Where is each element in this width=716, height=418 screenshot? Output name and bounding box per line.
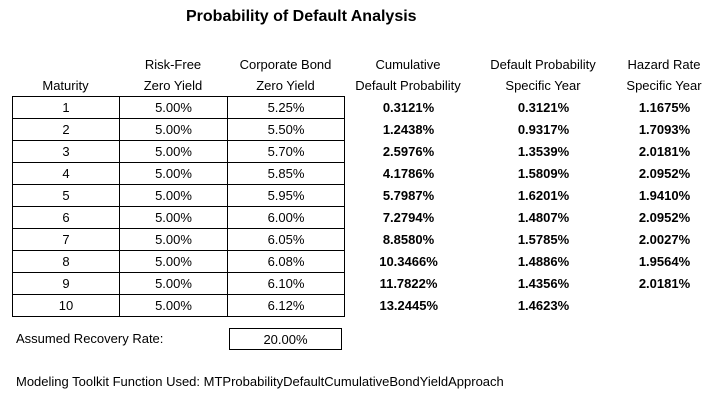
cell-corporate[interactable]: 5.70% xyxy=(227,140,345,163)
cell-corporate[interactable]: 6.12% xyxy=(227,294,345,317)
header-default-specific-line1: Default Probability xyxy=(490,57,596,72)
header-risk-free: Risk-Free Zero Yield xyxy=(119,54,227,96)
table-row: 8 5.00% 6.08% 10.3466% 1.4886% 1.9564% xyxy=(12,250,715,273)
header-corporate: Corporate Bond Zero Yield xyxy=(227,54,344,96)
cell-default-specific: 1.3539% xyxy=(517,144,570,159)
cell-default-specific: 1.5785% xyxy=(517,232,570,247)
cell-hazard: 2.0181% xyxy=(638,144,691,159)
cell-risk-free[interactable]: 5.00% xyxy=(119,96,228,119)
cell-cumulative: 10.3466% xyxy=(379,254,438,269)
cell-corporate[interactable]: 6.08% xyxy=(227,250,345,273)
cell-corporate[interactable]: 5.95% xyxy=(227,184,345,207)
header-maturity: Maturity xyxy=(12,54,119,96)
cell-corporate[interactable]: 5.25% xyxy=(227,96,345,119)
page-title: Probability of Default Analysis xyxy=(186,8,417,25)
cell-cumulative: 2.5976% xyxy=(382,144,435,159)
cell-maturity[interactable]: 9 xyxy=(12,272,120,295)
cell-corporate[interactable]: 6.05% xyxy=(227,228,345,251)
cell-default-specific: 1.4356% xyxy=(517,276,570,291)
header-maturity-line2: Maturity xyxy=(42,78,89,93)
cell-risk-free[interactable]: 5.00% xyxy=(119,272,228,295)
header-cumulative-line2: Default Probability xyxy=(355,78,461,93)
cell-maturity[interactable]: 8 xyxy=(12,250,120,273)
cell-hazard: 2.0952% xyxy=(638,210,691,225)
cell-risk-free[interactable]: 5.00% xyxy=(119,140,228,163)
cell-cumulative: 7.2794% xyxy=(382,210,435,225)
header-cumulative: Cumulative Default Probability xyxy=(344,54,472,96)
cell-cumulative: 5.7987% xyxy=(382,188,435,203)
cell-maturity[interactable]: 3 xyxy=(12,140,120,163)
cell-corporate[interactable]: 6.00% xyxy=(227,206,345,229)
cell-cumulative: 0.3121% xyxy=(382,100,435,115)
cell-maturity[interactable]: 4 xyxy=(12,162,120,185)
header-cumulative-line1: Cumulative xyxy=(375,57,441,72)
probability-table: 1 5.00% 5.25% 0.3121% 0.3121% 1.1675% 2 5.00% 5.… xyxy=(12,96,715,317)
cell-maturity[interactable]: 1 xyxy=(12,96,120,119)
cell-cumulative: 13.2445% xyxy=(379,298,439,313)
table-row: 7 5.00% 6.05% 8.8580% 1.5785% 2.0027% xyxy=(12,228,715,251)
cell-hazard: 1.9564% xyxy=(638,254,691,269)
cell-maturity[interactable]: 7 xyxy=(12,228,120,251)
table-row: 5 5.00% 5.95% 5.7987% 1.6201% 1.9410% xyxy=(12,184,715,207)
cell-hazard xyxy=(615,295,715,317)
cell-cumulative: 11.7822% xyxy=(379,276,438,291)
cell-risk-free[interactable]: 5.00% xyxy=(119,162,228,185)
header-default-specific-line2: Specific Year xyxy=(505,78,581,93)
header-default-specific: Default Probability Specific Year xyxy=(472,54,614,96)
header-hazard-line1: Hazard Rate xyxy=(627,57,701,72)
cell-cumulative: 1.2438% xyxy=(382,122,435,137)
header-corporate-line1: Corporate Bond xyxy=(239,57,332,72)
header-hazard: Hazard Rate Specific Year xyxy=(614,54,714,96)
table-row: 1 5.00% 5.25% 0.3121% 0.3121% 1.1675% xyxy=(12,96,715,119)
cell-risk-free[interactable]: 5.00% xyxy=(119,294,228,317)
cell-corporate[interactable]: 5.85% xyxy=(227,162,345,185)
table-row: 4 5.00% 5.85% 4.1786% 1.5809% 2.0952% xyxy=(12,162,715,185)
cell-maturity[interactable]: 2 xyxy=(12,118,120,141)
cell-hazard: 1.9410% xyxy=(638,188,691,203)
cell-default-specific: 1.5809% xyxy=(517,166,570,181)
cell-maturity[interactable]: 5 xyxy=(12,184,120,207)
cell-default-specific: 0.3121% xyxy=(517,100,570,115)
table-row: 6 5.00% 6.00% 7.2794% 1.4807% 2.0952% xyxy=(12,206,715,229)
table-row: 10 5.00% 6.12% 13.2445% 1.4623% xyxy=(12,294,715,317)
table-row: 9 5.00% 6.10% 11.7822% 1.4356% 2.0181% xyxy=(12,272,715,295)
table-row: 2 5.00% 5.50% 1.2438% 0.9317% 1.7093% xyxy=(12,118,715,141)
cell-default-specific: 0.9317% xyxy=(517,122,570,137)
cell-risk-free[interactable]: 5.00% xyxy=(119,118,228,141)
cell-risk-free[interactable]: 5.00% xyxy=(119,228,228,251)
header-risk-free-line2: Zero Yield xyxy=(143,78,203,93)
cell-corporate[interactable]: 5.50% xyxy=(227,118,345,141)
cell-hazard: 2.0027% xyxy=(638,232,691,247)
cell-hazard: 2.0181% xyxy=(638,276,691,291)
cell-cumulative: 8.8580% xyxy=(382,232,435,247)
recovery-rate-input[interactable]: 20.00% xyxy=(229,328,342,350)
cell-hazard: 1.1675% xyxy=(638,100,691,115)
cell-hazard: 1.7093% xyxy=(638,122,691,137)
table-row: 3 5.00% 5.70% 2.5976% 1.3539% 2.0181% xyxy=(12,140,715,163)
recovery-rate-label: Assumed Recovery Rate: xyxy=(16,331,164,346)
header-maturity-line1 xyxy=(12,54,119,75)
cell-risk-free[interactable]: 5.00% xyxy=(119,184,228,207)
cell-default-specific: 1.6201% xyxy=(517,188,570,203)
cell-risk-free[interactable]: 5.00% xyxy=(119,250,228,273)
cell-corporate[interactable]: 6.10% xyxy=(227,272,345,295)
cell-default-specific: 1.4807% xyxy=(517,210,570,225)
cell-risk-free[interactable]: 5.00% xyxy=(119,206,228,229)
cell-maturity[interactable]: 10 xyxy=(12,294,120,317)
header-corporate-line2: Zero Yield xyxy=(256,78,315,93)
toolkit-function-note: Modeling Toolkit Function Used: MTProbab… xyxy=(16,374,504,389)
cell-hazard: 2.0952% xyxy=(638,166,691,181)
header-hazard-line2: Specific Year xyxy=(626,78,702,93)
table-body: 1 5.00% 5.25% 0.3121% 0.3121% 1.1675% 2 5.00% 5.… xyxy=(12,96,715,317)
header-risk-free-line1: Risk-Free xyxy=(144,57,202,72)
cell-cumulative: 4.1786% xyxy=(382,166,435,181)
cell-default-specific: 1.4886% xyxy=(517,254,570,269)
cell-default-specific: 1.4623% xyxy=(517,298,570,313)
cell-maturity[interactable]: 6 xyxy=(12,206,120,229)
